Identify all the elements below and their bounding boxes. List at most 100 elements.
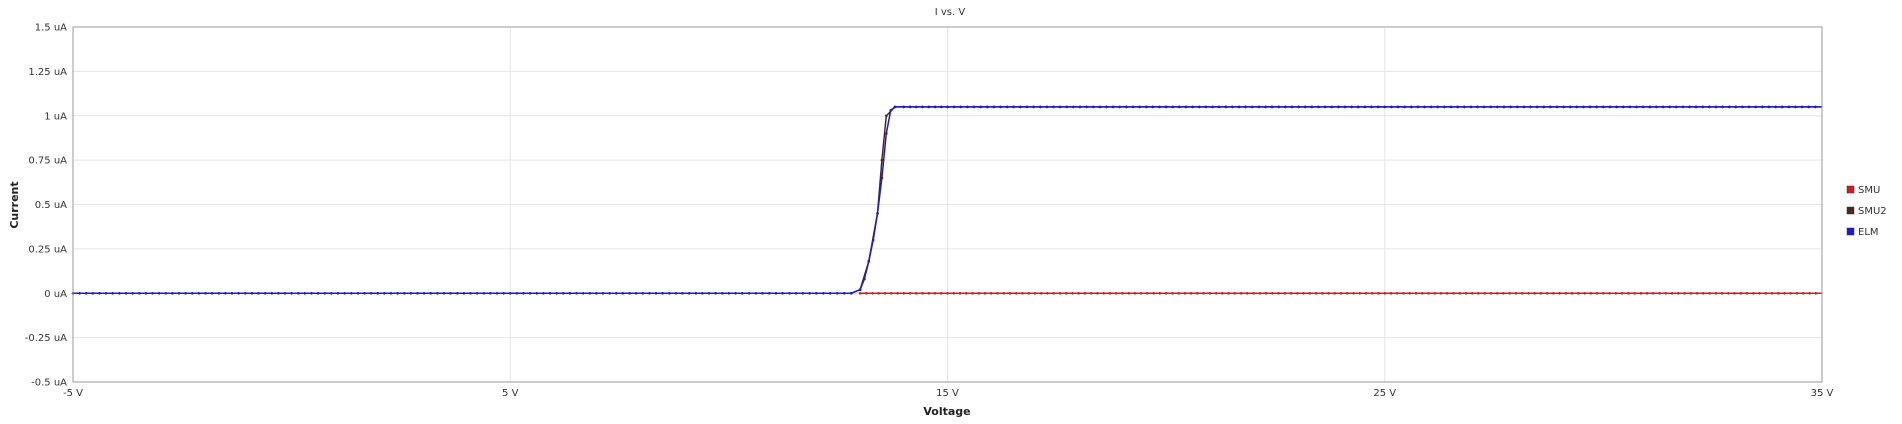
data-point-elm	[263, 292, 267, 295]
data-point-smu	[1364, 292, 1368, 295]
data-point-elm	[1224, 105, 1228, 109]
data-point-smu	[1208, 292, 1212, 295]
data-point-smu	[1039, 292, 1043, 295]
data-point-elm	[701, 292, 704, 295]
data-point-smu	[1458, 292, 1461, 295]
data-point-smu	[858, 292, 862, 295]
data-point-smu	[1064, 292, 1068, 295]
y-tick-label: 1.5 uA	[35, 23, 67, 34]
data-point-elm	[1303, 105, 1307, 109]
plot-frame	[72, 26, 1823, 383]
data-point-smu	[1321, 292, 1324, 295]
data-point-smu	[1727, 292, 1730, 295]
data-point-smu	[1021, 292, 1024, 295]
data-point-elm	[118, 292, 121, 295]
data-point-elm	[1410, 105, 1413, 109]
data-point-smu	[1633, 292, 1636, 295]
data-point-elm	[283, 292, 287, 295]
data-point-smu	[983, 292, 987, 295]
data-point-elm	[456, 292, 459, 295]
data-point-smu	[908, 292, 912, 295]
data-point-elm	[1078, 105, 1082, 109]
data-point-elm	[1251, 105, 1254, 109]
data-point-smu	[1683, 292, 1686, 295]
data-point-smu	[1552, 292, 1555, 295]
data-point-elm	[1509, 105, 1512, 109]
data-point-elm	[422, 292, 426, 295]
legend-swatch-elm	[1846, 227, 1855, 236]
data-point-elm	[1807, 105, 1811, 109]
data-point-elm	[124, 292, 128, 295]
data-point-smu	[940, 292, 943, 295]
data-point-elm	[972, 105, 976, 109]
data-point-elm	[836, 292, 839, 295]
data-point-elm	[1595, 105, 1598, 109]
data-point-smu	[989, 292, 993, 295]
data-point-elm	[1118, 105, 1121, 109]
data-point-smu	[1108, 292, 1112, 295]
data-point-elm	[1575, 105, 1579, 109]
legend-swatch-smu2	[1846, 206, 1855, 215]
data-point-elm	[78, 292, 81, 295]
data-point-elm	[184, 292, 187, 295]
data-point-elm	[628, 292, 631, 295]
data-point-elm	[548, 292, 552, 295]
data-point-elm	[615, 292, 618, 295]
data-point-elm	[1588, 105, 1592, 109]
data-point-elm	[1204, 105, 1208, 109]
data-point-smu	[946, 292, 949, 295]
data-point-elm	[1522, 105, 1526, 109]
data-point-smu	[1495, 292, 1499, 295]
data-point-elm	[336, 292, 340, 295]
data-point-elm	[191, 292, 194, 295]
data-point-elm	[1290, 105, 1294, 109]
data-point-smu	[1289, 292, 1293, 295]
data-point-elm	[774, 292, 778, 295]
data-point-elm	[915, 105, 918, 109]
data-point-elm	[290, 292, 293, 295]
legend-swatch-smu	[1846, 185, 1855, 194]
data-point-elm	[343, 292, 346, 295]
data-point-elm	[966, 105, 969, 109]
data-point-smu	[871, 292, 874, 295]
data-point-elm	[1052, 105, 1055, 109]
data-point-smu	[1058, 292, 1062, 295]
data-point-elm	[1277, 105, 1281, 109]
data-point-smu	[977, 292, 980, 295]
data-point-smu	[1233, 292, 1237, 295]
x-axis: -5 V 5 V 15 V 25 V 35 V	[63, 388, 1834, 399]
data-point-smu	[1452, 292, 1455, 295]
x-tick-label: 25 V	[1373, 388, 1396, 399]
data-point-elm	[946, 105, 949, 109]
data-point-elm	[383, 292, 386, 295]
data-point-smu	[1689, 292, 1693, 295]
data-point-elm	[781, 292, 784, 295]
data-point-smu	[1052, 292, 1055, 295]
data-point-elm	[707, 292, 711, 295]
data-point-elm	[734, 292, 737, 295]
data-point-elm	[316, 292, 320, 295]
data-point-smu	[1477, 292, 1480, 295]
data-point-elm	[356, 292, 360, 295]
data-point-elm	[509, 292, 512, 295]
data-point-smu	[1102, 292, 1105, 295]
x-tick-label: -5 V	[63, 388, 83, 399]
data-point-smu	[1296, 292, 1299, 295]
data-point-smu	[952, 292, 955, 295]
data-point-elm	[1383, 105, 1387, 109]
data-point-elm	[668, 292, 671, 295]
data-point-smu	[1114, 292, 1118, 295]
data-point-elm	[1164, 105, 1168, 109]
data-point-elm	[1330, 105, 1334, 109]
data-point-elm	[369, 292, 373, 295]
data-point-smu2	[880, 158, 884, 162]
data-point-smu	[1127, 292, 1130, 295]
data-point-elm	[1602, 105, 1605, 109]
data-point-elm	[1529, 105, 1532, 109]
data-point-elm	[694, 292, 698, 295]
data-point-smu	[1264, 292, 1268, 295]
data-point-smu	[1577, 292, 1580, 295]
data-point-elm	[98, 292, 101, 295]
data-point-smu	[1483, 292, 1486, 295]
data-point-elm	[1648, 105, 1652, 109]
